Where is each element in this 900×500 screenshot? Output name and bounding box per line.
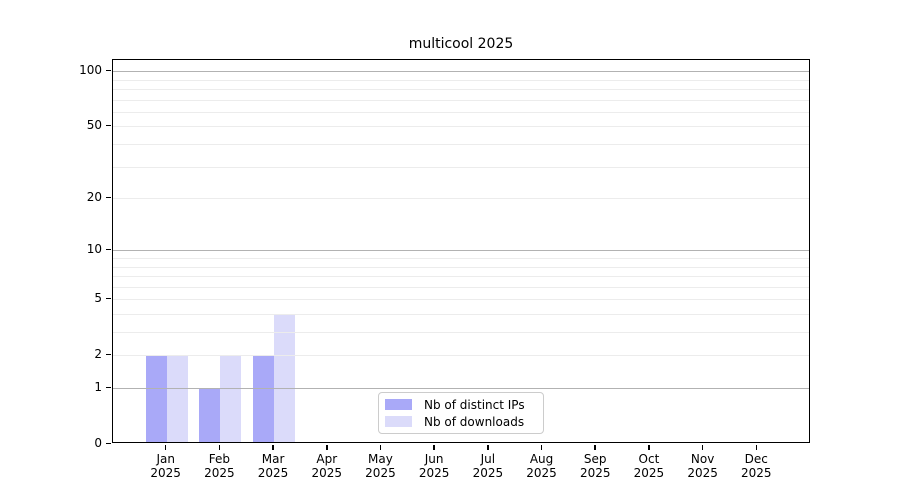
legend-row-downloads: Nb of downloads [385,415,537,429]
plot-area [112,59,810,443]
minor-gridline [113,355,809,357]
legend-swatch-distinct-ips [385,399,412,410]
minor-gridline [113,111,809,113]
x-tick-mark [326,444,328,450]
y-tick-label: 100 [79,63,102,78]
x-tick-mark [379,444,382,450]
y-tick-mark [106,124,111,127]
y-tick-label: 2 [94,347,102,362]
x-tick-mark [701,444,704,450]
minor-gridline [113,79,809,81]
x-tick-label-jul: Jul 2025 [472,452,504,480]
x-tick-mark [164,444,167,450]
bar-downloads-feb [220,355,242,442]
legend-swatch-downloads [385,416,412,427]
minor-gridline [113,266,809,268]
x-tick-mark [755,444,758,450]
x-tick-mark [433,444,435,450]
x-tick-label-oct: Oct 2025 [633,452,665,480]
bar-distinct-ips-jan [145,355,167,442]
chart-title: multicool 2025 [408,36,514,52]
minor-gridline [113,198,809,200]
minor-gridline [113,89,809,90]
y-tick-label: 10 [86,242,102,257]
minor-gridline [113,313,809,315]
minor-gridline [113,144,809,145]
bar-downloads-jan [166,355,188,442]
legend-label-distinct-ips: Nb of distinct IPs [424,397,525,412]
x-tick-label-dec: Dec 2025 [741,452,772,480]
x-tick-label-jan: Jan 2025 [150,452,181,480]
minor-gridline [113,257,809,259]
x-tick-mark [648,444,650,450]
major-gridline [113,71,809,73]
y-tick-mark [106,442,111,444]
bar-distinct-ips-feb [199,388,221,442]
x-tick-label-nov: Nov 2025 [687,452,718,480]
x-tick-mark [540,444,543,450]
x-tick-label-may: May 2025 [365,452,396,480]
y-tick-label: 0 [94,436,102,450]
bar-distinct-ips-mar [253,355,275,442]
x-tick-mark [594,444,596,450]
x-tick-mark [218,444,221,450]
minor-gridline [113,99,809,101]
x-tick-label-feb: Feb 2025 [204,452,235,480]
bar-downloads-mar [274,313,296,442]
minor-gridline [113,276,809,278]
y-tick-mark [106,353,111,356]
x-tick-mark [487,444,489,450]
y-tick-mark [106,248,111,251]
y-tick-label: 1 [94,380,102,394]
minor-gridline [113,126,809,128]
major-gridline [113,388,809,389]
legend-row-distinct-ips: Nb of distinct IPs [385,398,537,412]
x-tick-label-aug: Aug 2025 [526,452,557,480]
y-tick-mark [106,196,111,199]
minor-gridline [113,286,809,288]
y-tick-mark [106,69,111,72]
minor-gridline [113,299,809,301]
major-gridline [113,250,809,252]
minor-gridline [113,332,809,333]
x-tick-label-jun: Jun 2025 [418,452,450,480]
minor-gridline [113,166,809,168]
legend: Nb of distinct IPs Nb of downloads [378,392,544,434]
y-tick-mark [106,386,111,388]
legend-label-downloads: Nb of downloads [424,414,525,429]
y-tick-label: 50 [86,118,102,133]
y-tick-label: 20 [86,190,102,205]
x-tick-mark [272,444,274,450]
x-tick-label-sep: Sep 2025 [579,452,611,480]
y-tick-mark [106,297,111,300]
y-tick-label: 5 [94,291,102,306]
x-tick-label-mar: Mar 2025 [257,452,289,480]
x-tick-label-apr: Apr 2025 [311,452,343,480]
